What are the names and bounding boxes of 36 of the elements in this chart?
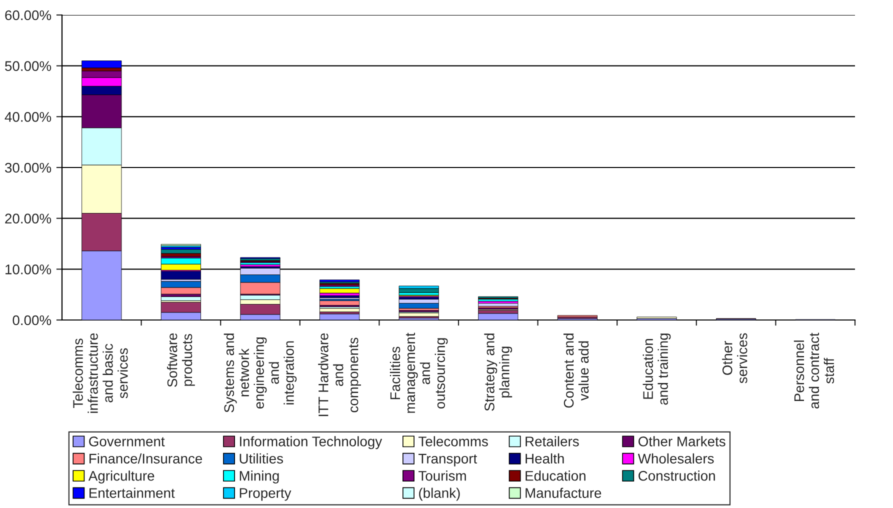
y-tick-label: 10.00% xyxy=(6,264,52,274)
y-tick-label: 30.00% xyxy=(5,162,52,173)
x-tick-label: Content and value add xyxy=(563,334,589,408)
x-tick-label: Facilities management and outsourcing xyxy=(390,332,448,413)
legend-label: Tourism xyxy=(418,470,466,481)
x-tick-label: Strategy and planning xyxy=(484,334,512,411)
legend-label: Manufacture xyxy=(526,488,602,498)
legend-label: Education xyxy=(526,470,586,481)
legend-label: Agriculture xyxy=(88,470,154,484)
x-tick-label: Other services xyxy=(722,333,748,384)
legend-label: Mining xyxy=(240,470,279,484)
x-tick-label: Education and training xyxy=(642,334,671,405)
x-tick-label: ITT Hardware and components xyxy=(318,333,361,416)
legend-label: Transport xyxy=(418,454,478,466)
legend-label: Property xyxy=(240,488,292,501)
legend-label: Telecomms xyxy=(418,436,488,446)
legend-label: Utilities xyxy=(240,453,284,464)
x-tick-label: Telecomms infrastructure and basic services xyxy=(72,333,128,413)
legend-label: (blank) xyxy=(419,488,460,501)
y-tick-label: 20.00% xyxy=(5,214,52,224)
legend-label: Construction xyxy=(638,470,715,481)
y-tick-label: 0.00% xyxy=(12,315,52,326)
x-tick-label: Personnel and contract staff xyxy=(794,332,834,409)
legend-label: Finance/Insurance xyxy=(90,453,202,464)
legend-label: Retailers xyxy=(526,436,579,446)
legend-label: Government xyxy=(89,436,165,446)
legend-label: Entertainment xyxy=(90,488,175,498)
y-tick-label: 50.00% xyxy=(5,61,52,72)
legend-label: Wholesalers xyxy=(638,453,714,464)
x-tick-label: Systems and network engineering and integration xyxy=(224,334,297,412)
legend-label: Other Markets xyxy=(638,436,726,446)
x-tick-label: Software products xyxy=(167,333,195,387)
legend-label: Information Technology xyxy=(240,436,382,450)
y-tick-label: 60.00% xyxy=(5,10,52,20)
legend-label: Health xyxy=(526,453,564,464)
y-tick-label: 40.00% xyxy=(4,112,52,122)
